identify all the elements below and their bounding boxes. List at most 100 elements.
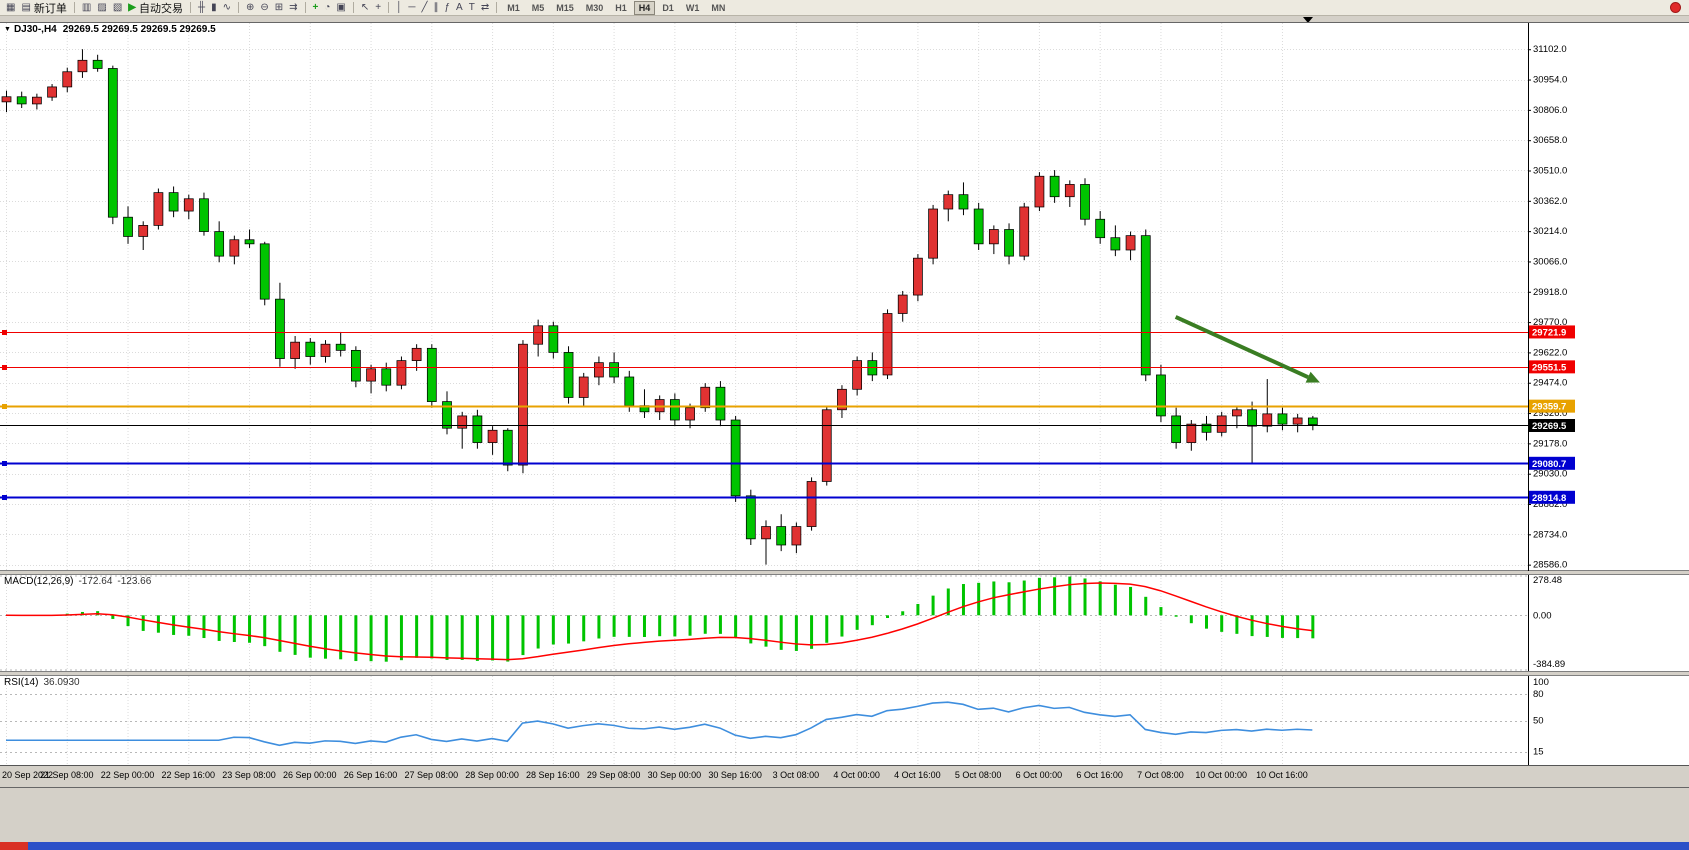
alert-indicator-icon bbox=[1670, 2, 1681, 13]
horizontal-line-29551.5[interactable] bbox=[0, 365, 1528, 370]
trend-arrow[interactable] bbox=[1174, 315, 1320, 383]
profiles-button[interactable]: ▥ bbox=[79, 1, 94, 15]
market-watch-icon: ▨ bbox=[97, 1, 107, 13]
new-order-button[interactable]: ▤ 新订单 bbox=[18, 1, 69, 15]
auto-scroll-button[interactable]: ⇉ bbox=[286, 1, 300, 15]
zoom-in-icon: ⊕ bbox=[245, 1, 255, 13]
text-label-button[interactable]: T bbox=[466, 1, 478, 15]
candlestick-chart-button[interactable]: ▮ bbox=[208, 1, 220, 15]
fibonacci-button[interactable]: ƒ bbox=[441, 1, 453, 15]
timeframe-button-m15[interactable]: M15 bbox=[556, 2, 574, 13]
timeframe-button-mn[interactable]: MN bbox=[711, 2, 726, 13]
svg-text:29030.0: 29030.0 bbox=[1533, 469, 1567, 480]
horizontal-line-29721.9[interactable] bbox=[0, 330, 1528, 335]
line-handle[interactable] bbox=[2, 495, 7, 500]
templates-icon: ▣ bbox=[336, 1, 346, 13]
arrows-button[interactable]: ⇄ bbox=[478, 1, 492, 15]
arrows-icon: ⇄ bbox=[480, 1, 490, 13]
ohlc-bars-button[interactable]: ╫ bbox=[195, 1, 208, 15]
timeframe-button-w1[interactable]: W1 bbox=[685, 2, 700, 13]
chart-window: 31102.0 30954.0 30806.0 30658.0 30510.0 30362… bbox=[0, 22, 1689, 788]
market-watch-button[interactable]: ▨ bbox=[94, 1, 109, 15]
rsi-label: RSI(14) 36.0930 bbox=[4, 677, 80, 688]
time-axis-label: 26 Sep 00:00 bbox=[283, 770, 337, 781]
svg-text:30658.0: 30658.0 bbox=[1533, 135, 1567, 146]
equidistant-channel-button[interactable]: ∥ bbox=[430, 1, 441, 15]
zoom-out-button[interactable]: ⊖ bbox=[257, 1, 271, 15]
crosshair-icon: + bbox=[375, 1, 382, 13]
zoom-out-icon: ⊖ bbox=[260, 1, 269, 13]
svg-text:30510.0: 30510.0 bbox=[1533, 165, 1567, 176]
timeframe-button-m1[interactable]: M1 bbox=[507, 2, 520, 13]
chart-collapse-icon[interactable]: ▼ bbox=[4, 26, 11, 33]
macd-canvas[interactable]: 278.48 0.00 -384.89 bbox=[0, 575, 1689, 672]
horizontal-line-29359.7[interactable] bbox=[0, 404, 1528, 409]
indicators-icon: + bbox=[312, 1, 319, 13]
candlestick-canvas[interactable]: 31102.0 30954.0 30806.0 30658.0 30510.0 30362… bbox=[0, 23, 1689, 571]
horizontal-line-28914.8[interactable] bbox=[0, 495, 1528, 500]
time-axis-label: 10 Oct 16:00 bbox=[1256, 770, 1308, 781]
cursor-button[interactable]: ↖ bbox=[358, 1, 372, 15]
pane-separator[interactable] bbox=[0, 671, 1689, 677]
line-handle[interactable] bbox=[2, 461, 7, 466]
new-chart-icon: ▦ bbox=[6, 1, 16, 13]
svg-text:30214.0: 30214.0 bbox=[1533, 226, 1567, 237]
rsi-pane[interactable]: 100 80 50 15 RSI(14) 36.0930 bbox=[0, 676, 1689, 766]
horizontal-line-button[interactable]: ─ bbox=[405, 1, 418, 15]
taskbar-red-segment[interactable] bbox=[0, 842, 28, 850]
crosshair-button[interactable]: + bbox=[372, 1, 384, 15]
indicators-button[interactable]: + bbox=[310, 1, 322, 15]
chart-title: ▼ DJ30-,H4 29269.5 29269.5 29269.5 29269.5 bbox=[4, 24, 216, 35]
svg-text:29551.5: 29551.5 bbox=[1532, 362, 1567, 373]
text-label-icon: T bbox=[468, 1, 475, 13]
svg-text:28914.8: 28914.8 bbox=[1532, 493, 1566, 504]
timeframe-button-m30[interactable]: M30 bbox=[585, 2, 604, 13]
tile-windows-icon: ⊞ bbox=[274, 1, 284, 13]
navigator-button[interactable]: ▧ bbox=[110, 1, 125, 15]
line-handle[interactable] bbox=[2, 365, 7, 370]
trendline-button[interactable]: ╱ bbox=[418, 1, 430, 15]
macd-axis[interactable]: 278.48 0.00 -384.89 bbox=[1533, 575, 1565, 670]
macd-histogram bbox=[20, 576, 1315, 662]
svg-text:29178.0: 29178.0 bbox=[1533, 438, 1567, 449]
toolbar-separator bbox=[189, 2, 191, 13]
text-button[interactable]: A bbox=[453, 1, 466, 15]
line-handle[interactable] bbox=[2, 330, 7, 335]
time-axis-label: 21 Sep 08:00 bbox=[39, 770, 94, 781]
current-price-badge: 29269.5 bbox=[1529, 419, 1575, 432]
periods-button[interactable]: ◔ bbox=[321, 1, 333, 15]
timeframe-button-h1[interactable]: H1 bbox=[615, 2, 627, 13]
timeframe-button-d1[interactable]: D1 bbox=[662, 2, 674, 13]
ohlc-bars-icon: ╫ bbox=[197, 1, 206, 13]
macd-name: MACD(12,26,9) bbox=[4, 576, 74, 588]
new-chart-button[interactable]: ▦ bbox=[3, 1, 18, 15]
timeframe-button-h4[interactable]: H4 bbox=[633, 0, 656, 15]
main-chart-pane[interactable]: 31102.0 30954.0 30806.0 30658.0 30510.0 30362… bbox=[0, 23, 1689, 571]
svg-text:80: 80 bbox=[1533, 689, 1544, 700]
time-axis[interactable]: 20 Sep 2022 21 Sep 08:00 22 Sep 00:00 22 Se… bbox=[0, 765, 1689, 788]
line-handle[interactable] bbox=[2, 404, 7, 409]
pane-separator[interactable] bbox=[0, 570, 1689, 576]
auto-scroll-icon: ⇉ bbox=[289, 1, 298, 13]
timeframe-button-m5[interactable]: M5 bbox=[531, 2, 545, 13]
toolbar-separator bbox=[304, 2, 306, 13]
macd-pane[interactable]: 278.48 0.00 -384.89 MACD(12,26,9) -172.64 -1… bbox=[0, 575, 1689, 672]
zoom-in-button[interactable]: ⊕ bbox=[243, 1, 257, 15]
horizontal-line-icon: ─ bbox=[408, 1, 416, 13]
price-badge-29551.5: 29551.5 bbox=[1529, 360, 1575, 374]
vertical-line-button[interactable]: │ bbox=[393, 1, 405, 15]
line-chart-icon: ∿ bbox=[222, 1, 231, 13]
candlestick-chart-icon: ▮ bbox=[211, 1, 217, 13]
tile-windows-button[interactable]: ⊞ bbox=[272, 1, 286, 15]
price-axis[interactable]: 31102.0 30954.0 30806.0 30658.0 30510.0 30362… bbox=[1528, 44, 1567, 571]
horizontal-line-29080.7[interactable] bbox=[0, 461, 1528, 466]
price-badge-28914.8: 28914.8 bbox=[1529, 490, 1575, 504]
time-axis-label: 6 Oct 00:00 bbox=[1015, 770, 1063, 781]
autotrading-button[interactable]: ▶ 自动交易 bbox=[125, 1, 186, 15]
svg-text:29474.0: 29474.0 bbox=[1533, 378, 1567, 389]
line-chart-button[interactable]: ∿ bbox=[220, 1, 234, 15]
chart-shift-marker[interactable] bbox=[1303, 17, 1313, 23]
templates-button[interactable]: ▣ bbox=[333, 1, 348, 15]
